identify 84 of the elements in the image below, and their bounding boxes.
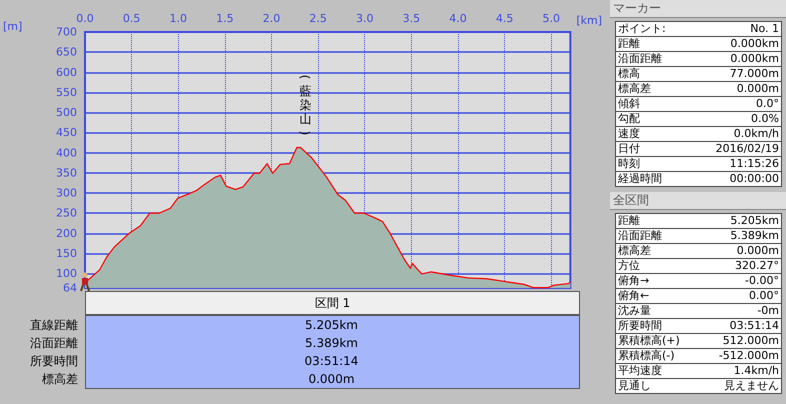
text: 標高差	[618, 244, 651, 258]
text: 0.000m	[736, 82, 779, 96]
text: 速度	[618, 127, 640, 141]
text: 傾斜	[618, 97, 640, 111]
text: 方位	[618, 259, 640, 273]
text: マーカー	[610, 0, 786, 18]
text: 俯角←	[618, 289, 650, 303]
text: 距離	[618, 214, 640, 228]
y-tick-label: 150	[56, 246, 77, 260]
text: 平均速度	[618, 364, 662, 378]
text: 512.000m	[722, 334, 779, 348]
text: -512.000m	[718, 349, 779, 363]
text: 距離	[618, 37, 640, 51]
text: 沿面距離	[618, 229, 662, 243]
text: 沿面距離	[618, 52, 662, 66]
x-tick-label: 3.0	[356, 12, 374, 25]
y-tick-label: 500	[56, 106, 77, 120]
x-tick-label: 2.0	[262, 12, 280, 25]
y-axis-title: [m]	[3, 20, 22, 33]
x-axis-title: [km]	[576, 14, 602, 27]
y-tick-label: 600	[56, 66, 77, 79]
text: ポイント:	[618, 22, 666, 36]
text: 00:00:00	[730, 172, 779, 186]
text: 5.205km	[304, 317, 359, 334]
x-tick-label: 1.0	[169, 12, 187, 25]
text: 全区間	[610, 192, 786, 210]
y-tick-label: 350	[56, 166, 77, 180]
y-tick-label: 400	[56, 146, 77, 160]
text: 累積標高(+)	[618, 334, 680, 348]
text: 経過時間	[618, 172, 662, 186]
x-tick-label: 5.0	[542, 12, 560, 25]
text: 累積標高(-)	[618, 349, 675, 363]
y-tick-label: 64	[63, 282, 77, 294]
text: 0.000km	[730, 37, 779, 51]
text: 標高	[618, 67, 640, 81]
y-tick-label: 700	[56, 26, 77, 38]
text: 標高差	[42, 371, 78, 388]
text: 1.4km/h	[734, 364, 779, 378]
text: 5.205km	[730, 214, 779, 228]
y-tick-label: 300	[56, 186, 77, 200]
x-tick-label: 4.0	[449, 12, 467, 25]
text: 0.0%	[751, 112, 779, 126]
text: 所要時間	[30, 353, 78, 370]
text: 区間 1	[85, 291, 580, 315]
text: No. 1	[750, 22, 779, 36]
x-tick-label: 3.5	[402, 12, 420, 25]
text: 俯角→	[618, 274, 650, 288]
text: 0.0km/h	[734, 127, 779, 141]
text: -0m	[757, 304, 779, 318]
y-tick-label: 450	[56, 126, 77, 140]
text: 時刻	[618, 157, 640, 171]
x-tick-label: 0.0	[76, 12, 94, 25]
x-tick-label: 4.5	[496, 12, 514, 25]
y-tick-label: 200	[56, 226, 77, 240]
text: 見えません	[724, 379, 779, 393]
text: 0.000m	[736, 244, 779, 258]
text: 5.389km	[730, 229, 779, 243]
text: 11:15:26	[730, 157, 779, 171]
text: 0.00°	[749, 289, 779, 303]
text: 320.27°	[735, 259, 779, 273]
text: 0.0°	[756, 97, 779, 111]
x-tick-label: 1.5	[216, 12, 234, 25]
y-tick-label: 550	[56, 86, 77, 99]
text: 0.000m	[307, 371, 356, 388]
x-tick-label: 2.5	[309, 12, 327, 25]
text: 77.000m	[730, 67, 779, 81]
y-tick-label: 250	[56, 206, 77, 220]
text: 直線距離	[30, 317, 78, 334]
text: 03:51:14	[304, 353, 360, 370]
text: -0.00°	[745, 274, 779, 288]
text: 03:51:14	[730, 319, 779, 333]
text: 所要時間	[618, 319, 662, 333]
y-tick-label: 650	[56, 46, 77, 59]
text: 5.389km	[304, 335, 359, 352]
text: 標高差	[618, 82, 651, 96]
y-tick-label: 100	[56, 267, 77, 280]
text: 0.000km	[730, 52, 779, 66]
text: 日付	[618, 142, 640, 156]
text: 沈み量	[618, 304, 651, 318]
text: 見通し	[618, 379, 651, 393]
x-tick-label: 0.5	[122, 12, 140, 25]
text: 2016/02/19	[716, 142, 779, 156]
text: 沿面距離	[30, 335, 78, 352]
text: 勾配	[618, 112, 640, 126]
